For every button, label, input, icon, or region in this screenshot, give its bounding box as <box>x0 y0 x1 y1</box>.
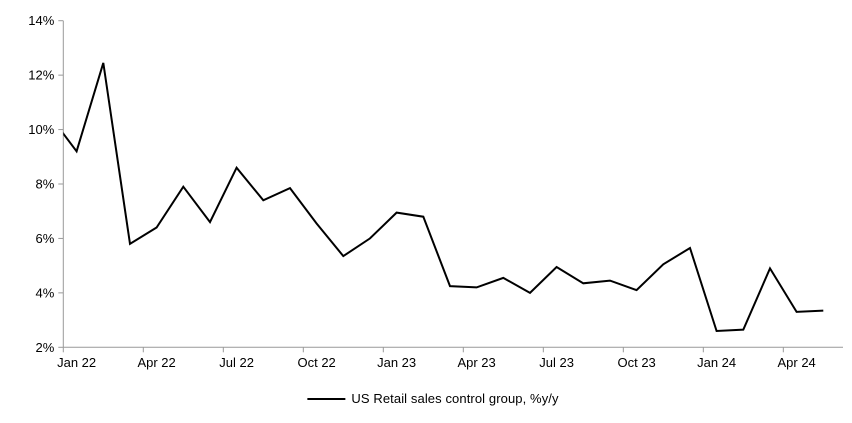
x-tick-label: Jan 23 <box>377 355 416 370</box>
x-tick-label: Apr 24 <box>777 355 815 370</box>
legend-line-swatch <box>307 397 346 400</box>
y-tick-label: 10% <box>28 122 54 137</box>
x-tick-label: Apr 22 <box>137 355 175 370</box>
x-tick-label: Oct 23 <box>617 355 655 370</box>
x-tick-label: Jan 24 <box>697 355 736 370</box>
x-tick-label: Jan 22 <box>57 355 96 370</box>
legend-label: US Retail sales control group, %y/y <box>351 391 559 406</box>
x-tick-label: Apr 23 <box>457 355 495 370</box>
y-tick-label: 8% <box>36 177 55 192</box>
y-tick-label: 4% <box>36 285 55 300</box>
y-tick-label: 6% <box>36 231 55 246</box>
x-tick-label: Jul 23 <box>539 355 574 370</box>
y-tick-label: 12% <box>28 68 54 83</box>
y-tick-label: 14% <box>28 13 54 28</box>
x-tick-label: Oct 22 <box>297 355 335 370</box>
series-line-us-retail-sales <box>63 62 824 333</box>
x-tick-label: Jul 22 <box>219 355 254 370</box>
y-tick-label: 2% <box>36 340 55 355</box>
legend: US Retail sales control group, %y/y <box>307 391 559 406</box>
